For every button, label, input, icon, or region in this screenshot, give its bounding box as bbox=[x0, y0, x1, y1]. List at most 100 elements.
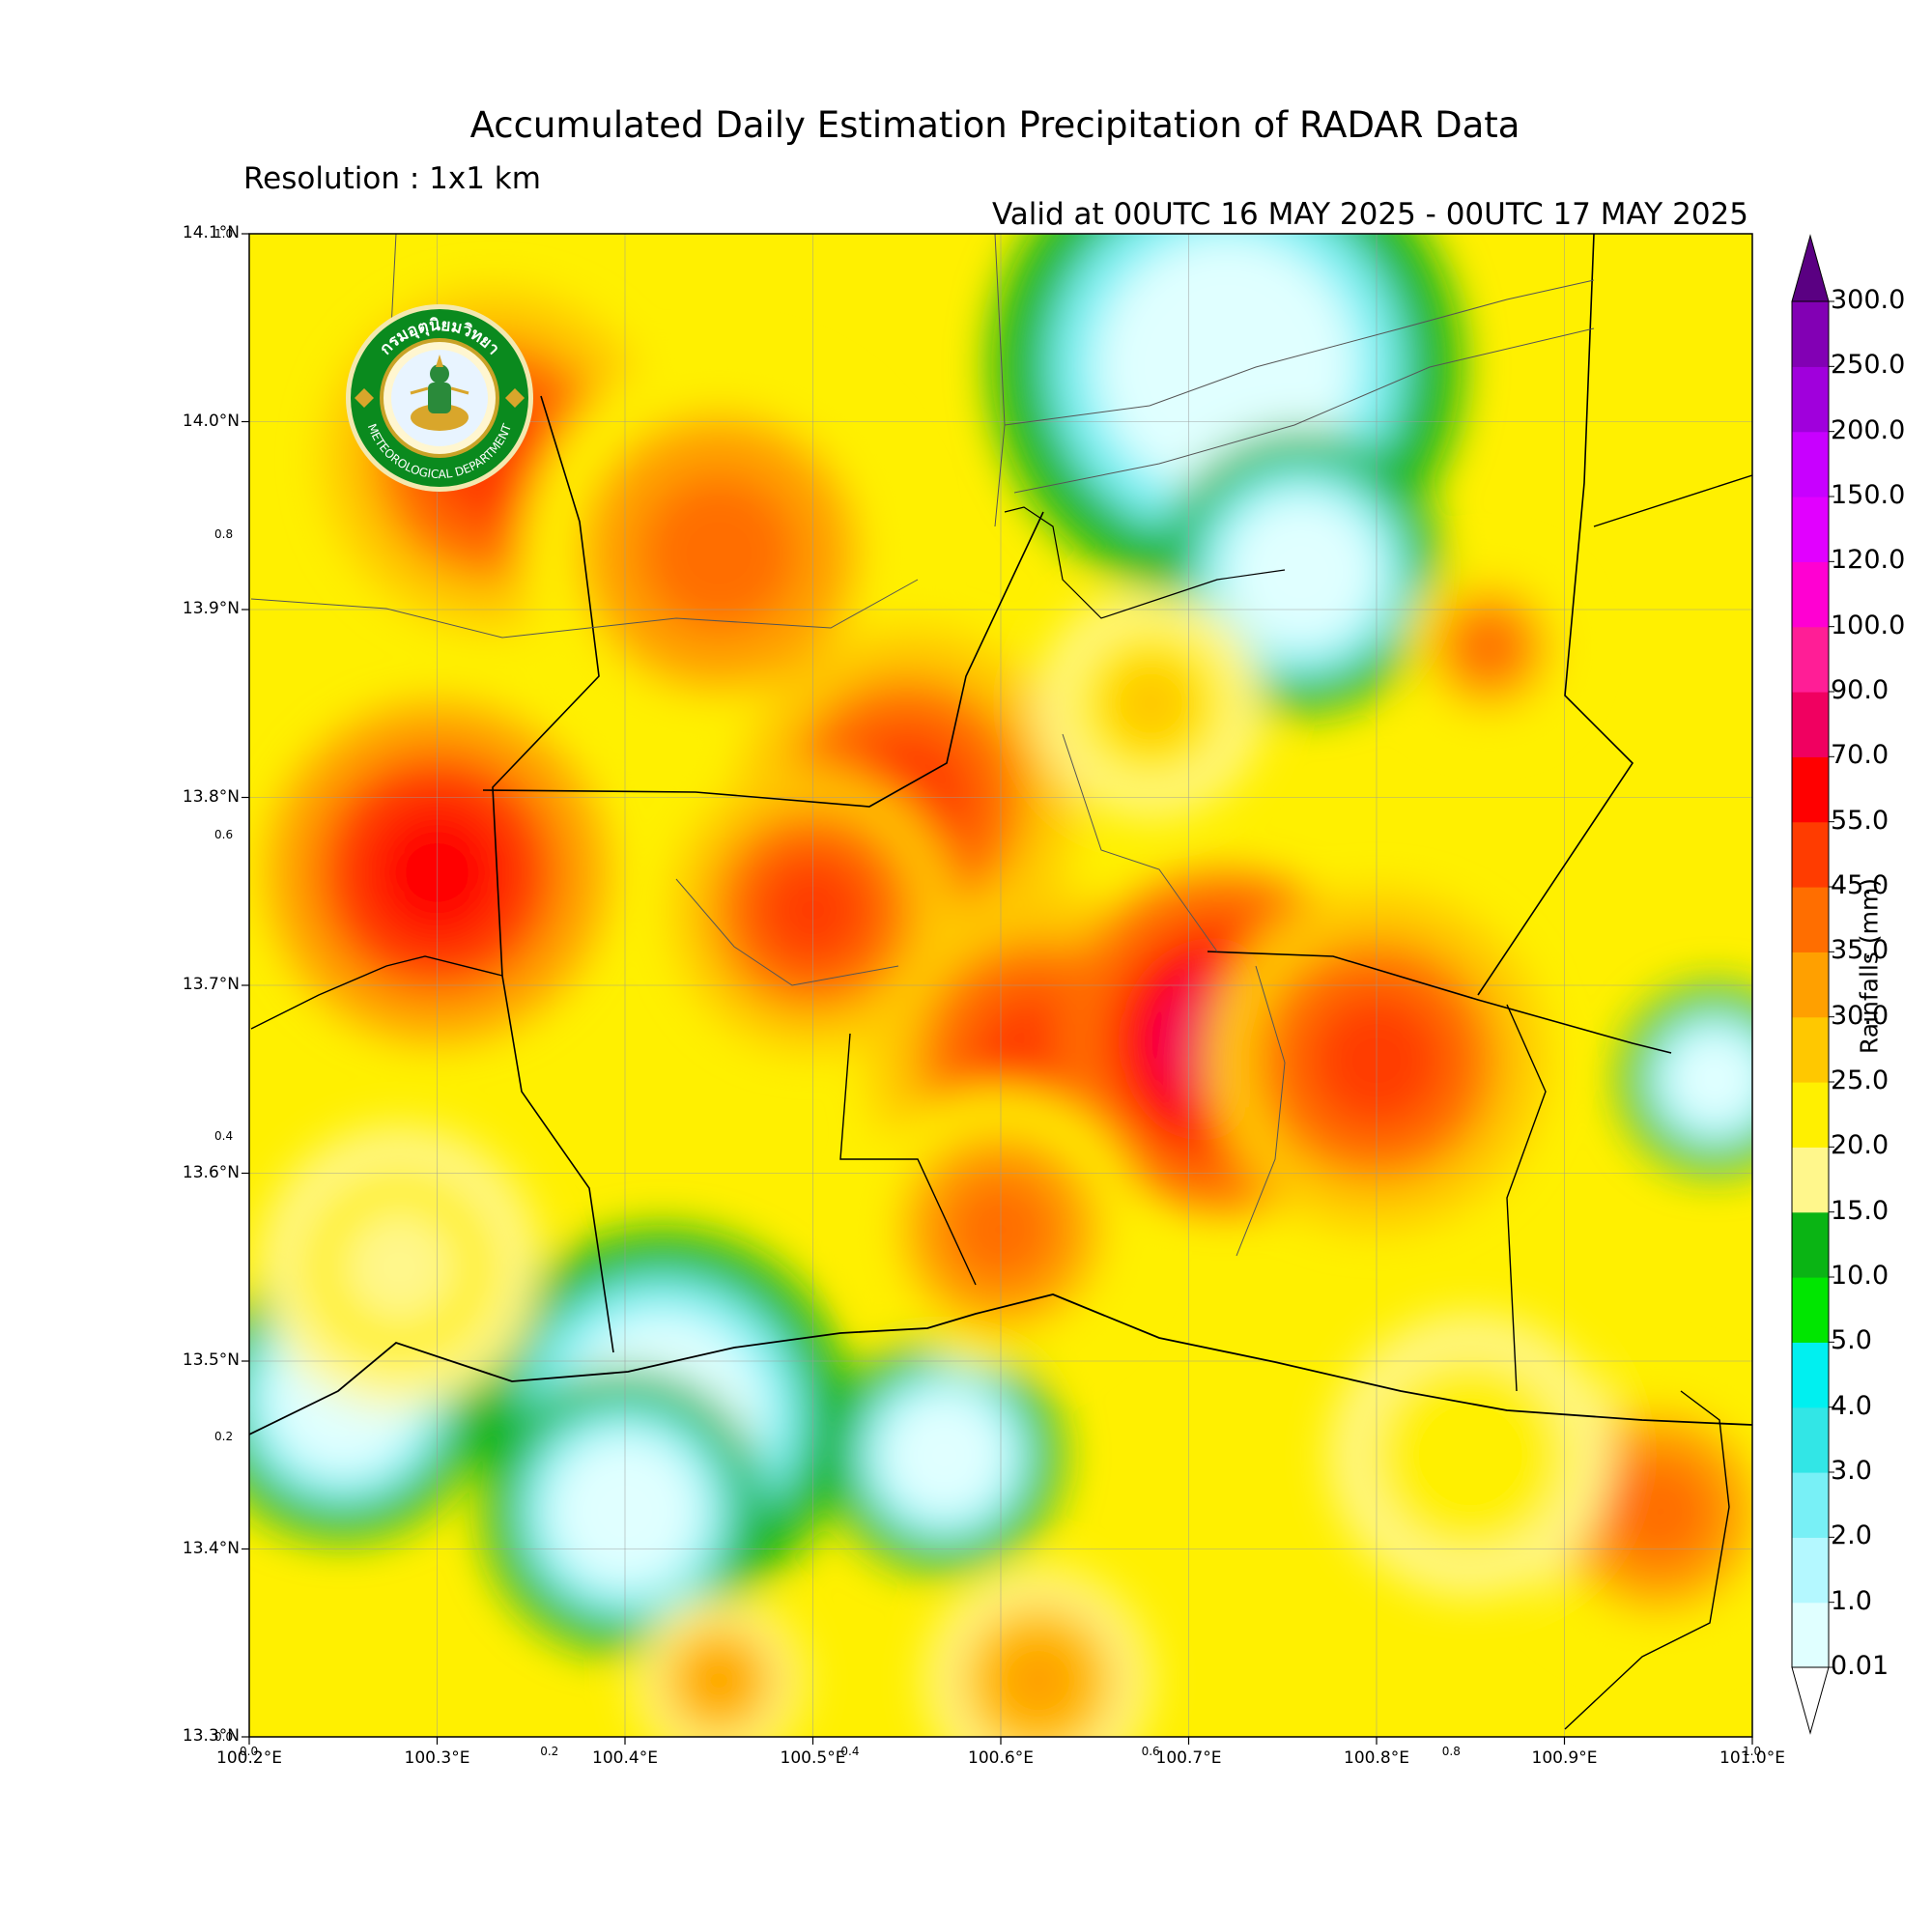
ghost-x-label: 0.4 bbox=[840, 1745, 860, 1758]
district-border bbox=[675, 878, 899, 986]
y-tick-label: 13.9°N bbox=[182, 599, 240, 618]
ghost-x-label: 0.8 bbox=[1441, 1745, 1461, 1758]
map-grid bbox=[248, 233, 1753, 1738]
resolution-label: Resolution : 1x1 km bbox=[243, 161, 541, 196]
rain-cell bbox=[1222, 493, 1380, 651]
colorbar-segment bbox=[1792, 1082, 1829, 1148]
y-tick-label: 13.5°N bbox=[182, 1350, 240, 1370]
axis-ticks bbox=[242, 233, 1753, 1745]
rain-cell bbox=[1662, 1026, 1752, 1132]
rain-cell bbox=[685, 1646, 753, 1715]
district-border bbox=[250, 955, 503, 1030]
ghost-y-label: 0.4 bbox=[214, 1128, 234, 1143]
deity-icon bbox=[410, 355, 469, 431]
colorbar-extend-min bbox=[1791, 1666, 1830, 1735]
x-tick-label: 100.6°E bbox=[968, 1748, 1034, 1768]
rain-cell bbox=[1105, 658, 1197, 749]
colorbar-label: 30.0 bbox=[1831, 1000, 1889, 1031]
colorbar-title: Rainfalls (mm) bbox=[1855, 877, 1884, 1055]
colorbar-segment bbox=[1792, 1406, 1829, 1473]
ghost-x-label: 0.0 bbox=[240, 1745, 259, 1758]
colorbar-frame bbox=[1791, 300, 1830, 1668]
colorbar-extend-max bbox=[1791, 234, 1830, 302]
rain-cell bbox=[878, 1389, 1010, 1521]
x-tick-label: 100.2°E bbox=[216, 1748, 282, 1768]
colorbar-label: 15.0 bbox=[1831, 1195, 1889, 1226]
colorbar-segment bbox=[1792, 1602, 1829, 1668]
district-border bbox=[1506, 1004, 1547, 1392]
x-tick-label: 100.3°E bbox=[404, 1748, 470, 1768]
colorbar-label: 120.0 bbox=[1831, 545, 1906, 576]
colorbar-label: 90.0 bbox=[1831, 675, 1889, 705]
x-tick-label: 100.9°E bbox=[1531, 1748, 1598, 1768]
district-border bbox=[1062, 733, 1218, 952]
rain-cell bbox=[1455, 612, 1523, 681]
district-border bbox=[250, 579, 919, 639]
colorbar-segment bbox=[1792, 1211, 1829, 1278]
colorbar-label: 70.0 bbox=[1831, 740, 1889, 771]
colorbar-label: 300.0 bbox=[1831, 285, 1906, 315]
diamond-ornament-icon bbox=[355, 388, 525, 408]
district-border bbox=[1593, 474, 1752, 527]
rain-cell bbox=[1413, 1398, 1527, 1512]
colorbar-label: 10.0 bbox=[1831, 1261, 1889, 1291]
colorbar-segment bbox=[1792, 366, 1829, 433]
ghost-y-label: 0.0 bbox=[214, 1730, 234, 1744]
colorbar-label: 250.0 bbox=[1831, 350, 1906, 381]
colorbar-label: 150.0 bbox=[1831, 480, 1906, 510]
colorbar-label: 100.0 bbox=[1831, 610, 1906, 640]
district-border bbox=[492, 395, 614, 1353]
colorbar-label: 4.0 bbox=[1831, 1390, 1872, 1421]
rain-cell bbox=[639, 473, 798, 633]
colorbar-label: 2.0 bbox=[1831, 1520, 1872, 1551]
province-borders bbox=[249, 234, 1752, 1730]
y-tick-label: 13.8°N bbox=[182, 786, 240, 807]
rain-cell bbox=[1602, 1455, 1716, 1568]
x-tick-label: 101.0°E bbox=[1719, 1748, 1785, 1768]
field-layers bbox=[249, 234, 1752, 1737]
colorbar-label: 35.0 bbox=[1831, 935, 1889, 966]
colorbar-segment bbox=[1792, 692, 1829, 757]
ghost-y-label: 0.8 bbox=[214, 527, 234, 542]
x-tick-label: 100.8°E bbox=[1344, 1748, 1409, 1768]
valid-time-label: Valid at 00UTC 16 MAY 2025 - 00UTC 17 MA… bbox=[991, 197, 1748, 232]
ghost-y-label: 0.6 bbox=[214, 828, 234, 842]
y-tick-label: 13.6°N bbox=[182, 1162, 240, 1182]
colorbar-segment bbox=[1792, 821, 1829, 888]
ghost-x-label: 1.0 bbox=[1743, 1745, 1762, 1758]
colorbar-segment bbox=[1792, 1342, 1829, 1408]
rain-cell bbox=[1094, 234, 1358, 497]
x-tick-label: 100.4°E bbox=[592, 1748, 658, 1768]
colorbar-segment bbox=[1792, 1472, 1829, 1538]
colorbar-label: 20.0 bbox=[1831, 1130, 1889, 1161]
colorbar-segment bbox=[1792, 561, 1829, 628]
colorbar-label: 55.0 bbox=[1831, 805, 1889, 836]
coastline bbox=[249, 1293, 1752, 1435]
colorbar-label: 0.01 bbox=[1831, 1651, 1889, 1681]
district-border bbox=[1004, 279, 1595, 426]
district-border bbox=[1236, 965, 1286, 1257]
ghost-y-label: 1.0 bbox=[214, 227, 234, 241]
colorbar-segment bbox=[1792, 431, 1829, 497]
colorbar-label: 200.0 bbox=[1831, 414, 1906, 445]
colorbar-segment bbox=[1792, 1537, 1829, 1604]
y-tick-label: 14.0°N bbox=[182, 411, 240, 431]
rain-cell bbox=[343, 1210, 456, 1324]
meteorological-department-logo: กรมอุตุนิยมวิทยา METEOROLOGICAL DEPARTME… bbox=[346, 304, 533, 492]
colorbar-segment bbox=[1792, 626, 1829, 693]
colorbar-label: 25.0 bbox=[1831, 1065, 1889, 1095]
colorbar-segment bbox=[1792, 497, 1829, 562]
colorbar-segment bbox=[1792, 756, 1829, 823]
colorbar-label: 5.0 bbox=[1831, 1325, 1872, 1356]
colorbar-label: 45.0 bbox=[1831, 870, 1889, 900]
ghost-x-label: 0.6 bbox=[1141, 1745, 1160, 1758]
y-tick-label: 13.4°N bbox=[182, 1538, 240, 1558]
rain-cell bbox=[993, 1634, 1084, 1726]
ghost-x-label: 0.2 bbox=[540, 1745, 559, 1758]
colorbar-segment bbox=[1792, 1147, 1829, 1213]
colorbar-segment bbox=[1792, 952, 1829, 1018]
x-tick-label: 100.5°E bbox=[780, 1748, 846, 1768]
district-border bbox=[1477, 234, 1634, 996]
district-border bbox=[839, 1033, 977, 1286]
